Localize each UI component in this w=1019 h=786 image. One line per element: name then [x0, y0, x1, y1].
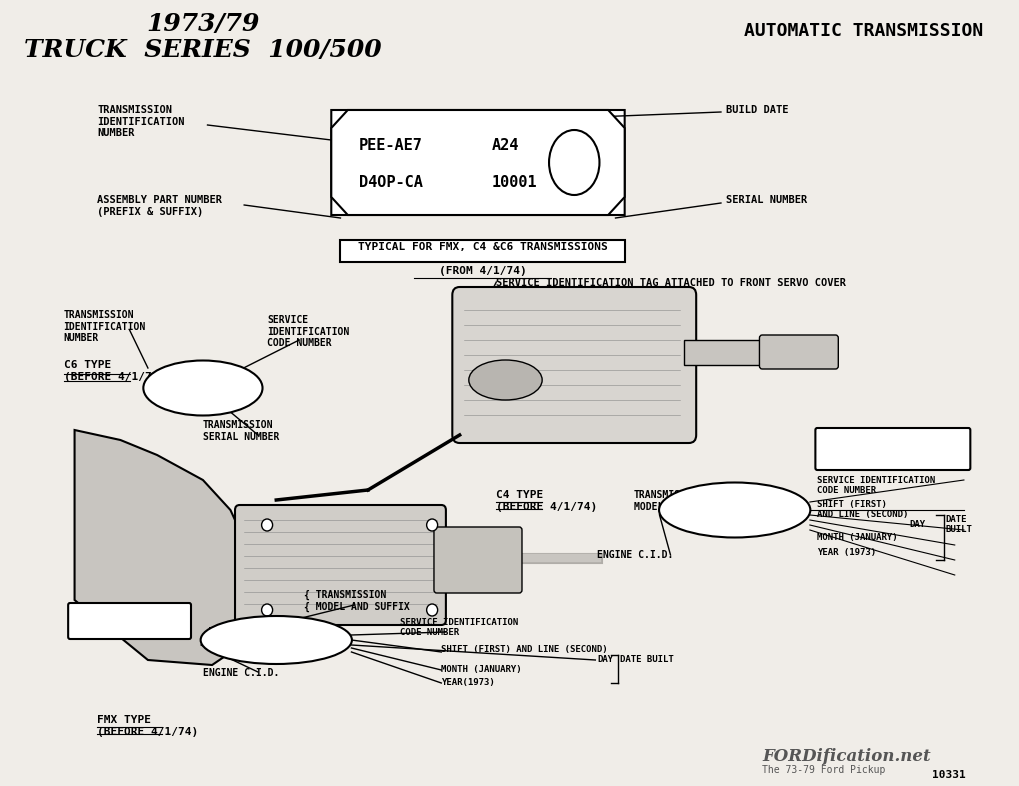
FancyBboxPatch shape [433, 527, 522, 593]
Text: AUTOMATIC TRANSMISSION: AUTOMATIC TRANSMISSION [743, 22, 982, 40]
FancyBboxPatch shape [331, 110, 624, 215]
Polygon shape [74, 430, 258, 665]
Text: DAY: DAY [596, 655, 612, 664]
Text: CRUISE-O-MATIC
TRANSMISSION: CRUISE-O-MATIC TRANSMISSION [89, 608, 170, 630]
Text: SERVICE
IDENTIFICATION
CODE NUMBER: SERVICE IDENTIFICATION CODE NUMBER [267, 315, 350, 348]
Text: TRANSMISSION
SERIAL NUMBER: TRANSMISSION SERIAL NUMBER [203, 420, 279, 442]
Bar [684, 340, 794, 365]
Text: SHIFT (FIRST) AND LINE (SECOND): SHIFT (FIRST) AND LINE (SECOND) [441, 645, 607, 654]
Ellipse shape [658, 483, 809, 538]
Text: 10001: 10001 [491, 175, 537, 190]
Text: A24: A24 [491, 138, 519, 153]
Text: (FROM 4/1/74): (FROM 4/1/74) [438, 266, 526, 276]
Ellipse shape [261, 604, 272, 616]
Text: C6 TYPE
(BEFORE 4/1/74): C6 TYPE (BEFORE 4/1/74) [63, 360, 165, 381]
Text: YEAR(1973): YEAR(1973) [441, 678, 494, 687]
Text: 10331: 10331 [931, 770, 965, 780]
Text: SERVICE IDENTIFICATION TAG ATTACHED TO FRONT SERVO COVER: SERVICE IDENTIFICATION TAG ATTACHED TO F… [496, 278, 846, 288]
Text: { TRANSMISSION
{ MODEL AND SUFFIX: { TRANSMISSION { MODEL AND SUFFIX [304, 590, 410, 612]
Text: PEE-AE7: PEE-AE7 [359, 138, 422, 153]
FancyBboxPatch shape [68, 603, 191, 639]
Text: SHIFT (FIRST)
AND LINE (SECOND): SHIFT (FIRST) AND LINE (SECOND) [816, 500, 908, 520]
FancyBboxPatch shape [759, 335, 838, 369]
Ellipse shape [426, 604, 437, 616]
Bar [340, 240, 624, 262]
Text: SERIAL NUMBER: SERIAL NUMBER [725, 195, 806, 205]
Text: DATE BUILT: DATE BUILT [620, 655, 674, 664]
Ellipse shape [144, 361, 262, 416]
Text: DAY: DAY [908, 520, 924, 529]
Text: 240-3A30A2: 240-3A30A2 [665, 511, 740, 524]
Text: TRANSMISSION
IDENTIFICATION
NUMBER: TRANSMISSION IDENTIFICATION NUMBER [63, 310, 146, 343]
Text: MONTH (JANUARY): MONTH (JANUARY) [816, 533, 897, 542]
FancyBboxPatch shape [451, 287, 696, 443]
Text: TRANSMISSION
IDENTIFICATION
NUMBER: TRANSMISSION IDENTIFICATION NUMBER [98, 105, 184, 138]
Text: MONTH (JANUARY): MONTH (JANUARY) [441, 665, 522, 674]
Text: ENGINE C.I.D.: ENGINE C.I.D. [203, 668, 279, 678]
Text: 012378: 012378 [175, 390, 220, 403]
Text: D4OP-CA: D4OP-CA [359, 175, 422, 190]
Text: C4 TYPE
(BEFORE 4/1/74): C4 TYPE (BEFORE 4/1/74) [496, 490, 597, 512]
Text: FMX TYPE
(BEFORE 4/1/74): FMX TYPE (BEFORE 4/1/74) [98, 715, 199, 736]
Ellipse shape [426, 519, 437, 531]
Text: SERVICE IDENTIFICATION
CODE NUMBER: SERVICE IDENTIFICATION CODE NUMBER [399, 618, 518, 637]
FancyBboxPatch shape [234, 505, 445, 625]
Text: PHC-A   .1: PHC-A .1 [207, 626, 282, 639]
Ellipse shape [548, 130, 599, 195]
FancyBboxPatch shape [814, 428, 969, 470]
Text: 1973/79: 1973/79 [146, 12, 260, 36]
Text: FORDification.net: FORDification.net [761, 748, 930, 765]
Text: YEAR (1973): YEAR (1973) [816, 548, 875, 557]
Text: PGB-AC  .8: PGB-AC .8 [175, 375, 251, 388]
Ellipse shape [261, 519, 272, 531]
Text: ENGINE C.I.D.: ENGINE C.I.D. [596, 550, 673, 560]
Polygon shape [331, 110, 624, 215]
Text: BUILD DATE: BUILD DATE [725, 105, 788, 115]
Text: PEA-R  -6: PEA-R -6 [665, 496, 733, 509]
Text: SERVICE IDENTIFICATION
CODE NUMBER: SERVICE IDENTIFICATION CODE NUMBER [816, 476, 934, 495]
Text: ASSEMBLY PART NUMBER
(PREFIX & SUFFIX): ASSEMBLY PART NUMBER (PREFIX & SUFFIX) [98, 195, 222, 217]
Ellipse shape [469, 360, 542, 400]
Text: The 73-79 Ford Pickup: The 73-79 Ford Pickup [761, 765, 884, 775]
Text: C4 & C6 TRANSMISSION
TYPICAL: C4 & C6 TRANSMISSION TYPICAL [830, 433, 955, 454]
Ellipse shape [201, 616, 352, 664]
Text: DATE
BUILT: DATE BUILT [945, 515, 971, 534]
Text: TRANSMISSION
MODEL AND SUFFIX: TRANSMISSION MODEL AND SUFFIX [633, 490, 728, 512]
Text: TRUCK  SERIES  100/500: TRUCK SERIES 100/500 [24, 38, 381, 62]
Text: 300-3A30A2: 300-3A30A2 [207, 641, 282, 654]
Text: TYPICAL FOR FMX, C4 &C6 TRANSMISSIONS: TYPICAL FOR FMX, C4 &C6 TRANSMISSIONS [358, 242, 607, 252]
